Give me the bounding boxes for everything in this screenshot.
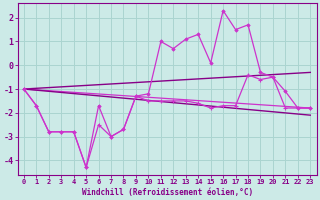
X-axis label: Windchill (Refroidissement éolien,°C): Windchill (Refroidissement éolien,°C) (82, 188, 253, 197)
